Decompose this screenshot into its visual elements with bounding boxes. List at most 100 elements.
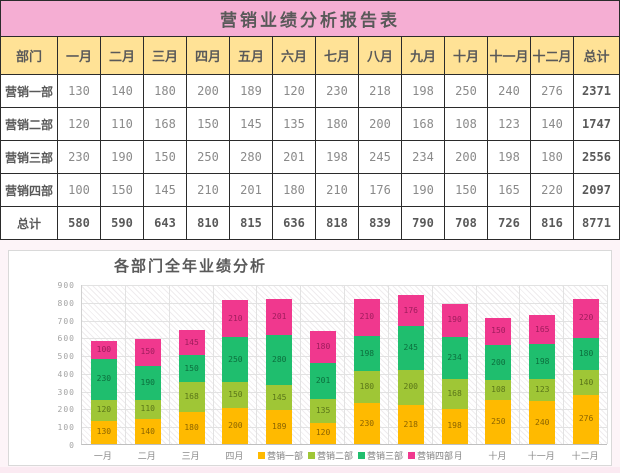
bar-value-label: 230 [359, 418, 375, 428]
report-table: 营销业绩分析报告表 部门 一月 二月 三月 四月 五月 六月 七月 八月 九月 十月 十一月 十二月 总计… [0, 0, 620, 240]
bar-segment: 210 [353, 298, 380, 336]
bar-segment: 180 [573, 338, 600, 371]
bar-segment: 180 [178, 412, 205, 444]
bar-value-label: 234 [447, 353, 462, 363]
bar-value-label: 180 [184, 423, 199, 432]
y-axis-tick-label: 0 [69, 441, 75, 450]
chart-legend: 营销一部 营销二部 营销三部 营销四部 [256, 447, 456, 463]
table-cell: 790 [401, 206, 445, 240]
bar-segment: 145 [178, 329, 205, 356]
table-cell: 201 [272, 140, 316, 174]
bar-segment: 150 [178, 355, 205, 383]
table-cell: 198 [487, 140, 531, 174]
bar-segment: 198 [529, 344, 556, 380]
y-axis-tick-label: 300 [57, 387, 75, 397]
report-title-row: 营销业绩分析报告表 [0, 0, 620, 37]
table-cell: 240 [487, 74, 531, 108]
x-axis-label: 一月 [93, 452, 112, 462]
table-cell: 180 [530, 140, 574, 174]
bar-segment: 200 [222, 408, 249, 444]
bar-value-label: 200 [491, 357, 506, 367]
table-cell: 140 [100, 74, 144, 108]
table-cell: 180 [143, 74, 187, 108]
bar-segment: 276 [573, 394, 600, 444]
x-axis-label: 四月 [225, 452, 244, 462]
table-cell: 276 [530, 74, 574, 108]
table-cell: 201 [229, 173, 273, 207]
y-axis-tick-label: 400 [57, 369, 75, 379]
x-axis-label: 三月 [181, 452, 200, 462]
bar-segment: 120 [310, 422, 337, 444]
table-cell: 250 [186, 140, 230, 174]
report-title: 营销业绩分析报告表 [0, 0, 620, 37]
table-cell: 200 [186, 74, 230, 108]
bar-value-label: 165 [535, 324, 550, 334]
column-header: 总计 [573, 36, 620, 75]
gridline [256, 285, 258, 444]
gridline [168, 285, 170, 444]
table-cell: 200 [444, 140, 488, 174]
bar-segment: 145 [266, 384, 293, 411]
gridline [387, 285, 389, 444]
x-axis-label: 二月 [137, 452, 156, 462]
table-cell: 145 [229, 107, 273, 141]
table-cell: 168 [143, 107, 187, 141]
table-cell: 145 [143, 173, 187, 207]
bar-value-label: 150 [140, 347, 155, 357]
bar-segment: 240 [529, 401, 556, 444]
table-cell: 245 [358, 140, 402, 174]
bar-segment: 220 [573, 298, 600, 339]
column-header: 二月 [100, 36, 144, 75]
legend-label: 营销四部 [417, 451, 454, 462]
table-cell: 120 [272, 74, 316, 108]
bar-value-label: 250 [228, 354, 243, 364]
table-cell: 636 [272, 206, 316, 240]
row-total: 1747 [573, 107, 620, 141]
table-cell: 150 [143, 140, 187, 174]
bar-value-label: 176 [403, 305, 418, 315]
table-cell: 230 [315, 74, 359, 108]
table-cell: 210 [186, 173, 230, 207]
table-cell: 280 [229, 140, 273, 174]
bar-segment: 189 [266, 410, 293, 444]
bar-segment: 168 [441, 378, 468, 409]
bar-value-label: 150 [184, 363, 199, 373]
bar-segment: 198 [353, 335, 380, 372]
stacked-bar: 140 110 190 150 [134, 339, 161, 444]
table-cell: 150 [444, 173, 488, 207]
bar-segment: 250 [485, 399, 512, 444]
table-cell: 708 [444, 206, 488, 240]
table-cell: 165 [487, 173, 531, 207]
bar-segment: 200 [485, 344, 512, 381]
bar-segment: 190 [441, 303, 468, 338]
bar-value-label: 140 [140, 426, 155, 436]
legend-item: 营销三部 [358, 449, 403, 462]
gridline [300, 285, 302, 444]
bar-value-label: 180 [578, 349, 594, 359]
stacked-bar: 130 120 230 100 [90, 340, 117, 444]
chart-title: 各部门全年业绩分析 [114, 257, 268, 275]
row-total: 8771 [573, 206, 620, 240]
gridline [607, 285, 608, 444]
table-row: 营销一部 130 140 180 200 189 120 230 218 198 250 240 276… [0, 74, 620, 108]
bar-segment: 130 [90, 420, 117, 444]
gridline [124, 285, 126, 444]
bar-value-label: 210 [228, 313, 243, 323]
stacked-bar: 180 168 150 145 [178, 329, 205, 444]
bar-value-label: 200 [403, 382, 418, 392]
row-label: 营销四部 [0, 173, 58, 207]
bar-segment: 280 [266, 334, 293, 385]
bar-value-label: 150 [491, 326, 506, 336]
bar-segment: 120 [90, 399, 117, 421]
bar-value-label: 276 [578, 414, 594, 424]
bar-segment: 123 [529, 379, 556, 402]
bar-segment: 100 [90, 340, 117, 359]
stacked-bar: 276 140 180 220 [573, 298, 600, 444]
table-cell: 200 [358, 107, 402, 141]
table-cell: 130 [57, 74, 101, 108]
bar-segment: 218 [397, 405, 424, 444]
legend-label: 营销一部 [267, 451, 304, 462]
bar-segment: 165 [529, 314, 556, 345]
bar-value-label: 120 [96, 405, 112, 415]
table-cell: 110 [100, 107, 144, 141]
